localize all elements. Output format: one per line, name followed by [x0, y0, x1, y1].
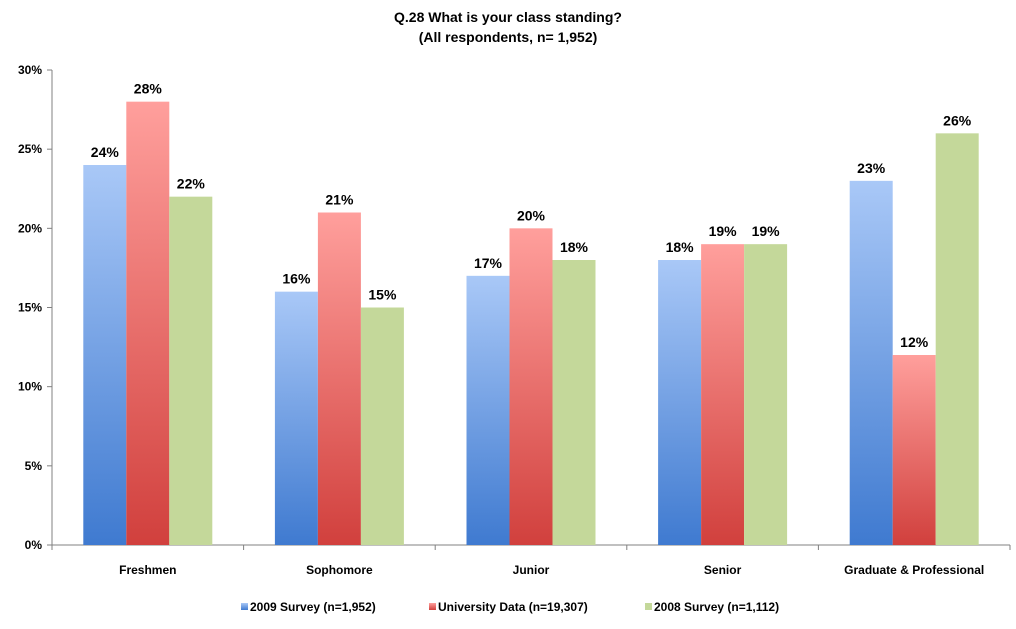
data-label: 24%	[91, 144, 120, 160]
data-label: 28%	[134, 81, 163, 97]
bar	[83, 165, 127, 545]
y-tick-label: 25%	[18, 142, 42, 156]
data-label: 16%	[282, 271, 311, 287]
y-tick-label: 30%	[18, 63, 42, 77]
bar	[360, 307, 404, 545]
bar	[552, 260, 596, 545]
legend-swatch	[429, 603, 436, 610]
bar	[701, 244, 745, 545]
bars	[83, 101, 979, 546]
y-tick-label: 5%	[25, 459, 43, 473]
data-label: 15%	[368, 287, 397, 303]
data-label: 18%	[666, 239, 695, 255]
data-label: 18%	[560, 239, 589, 255]
data-label: 20%	[517, 207, 546, 223]
data-labels: 24% 28% 22% 16% 21% 15% 17% 20% 18% 18% 19% 19% 23% 1…	[91, 81, 972, 350]
bar	[509, 228, 553, 546]
data-label: 17%	[474, 255, 503, 271]
bar	[466, 275, 510, 545]
data-label: 12%	[900, 334, 929, 350]
bar	[658, 260, 702, 545]
data-label: 22%	[177, 176, 206, 192]
legend: 2009 Survey (n=1,952) University Data (n=…	[241, 600, 779, 614]
y-tick-label: 15%	[18, 301, 42, 315]
legend-label: University Data (n=19,307)	[438, 600, 588, 614]
chart-title: Q.28 What is your class standing?	[394, 9, 622, 25]
y-tick-label: 0%	[25, 538, 43, 552]
bar	[744, 244, 788, 545]
data-label: 26%	[943, 112, 972, 128]
legend-swatch	[645, 603, 652, 610]
x-tick-label: Graduate & Professional	[844, 563, 984, 577]
bar	[274, 291, 318, 545]
data-label: 23%	[857, 160, 886, 176]
bar	[317, 212, 361, 545]
bar	[169, 196, 213, 545]
x-tick-label: Junior	[513, 563, 550, 577]
x-tick-label: Sophomore	[306, 563, 373, 577]
legend-swatch	[241, 603, 248, 610]
bar	[892, 355, 936, 545]
data-label: 19%	[709, 223, 738, 239]
data-label: 21%	[325, 192, 354, 208]
legend-label: 2008 Survey (n=1,112)	[654, 600, 779, 614]
x-tick-label: Freshmen	[119, 563, 176, 577]
data-label: 19%	[752, 223, 781, 239]
bar	[849, 180, 893, 546]
y-tick-label: 10%	[18, 380, 42, 394]
y-tick-label: 20%	[18, 221, 42, 235]
bar	[126, 101, 170, 546]
legend-label: 2009 Survey (n=1,952)	[250, 600, 376, 614]
x-tick-label: Senior	[704, 563, 742, 577]
bar	[935, 133, 979, 546]
chart-subtitle: (All respondents, n= 1,952)	[419, 29, 598, 45]
